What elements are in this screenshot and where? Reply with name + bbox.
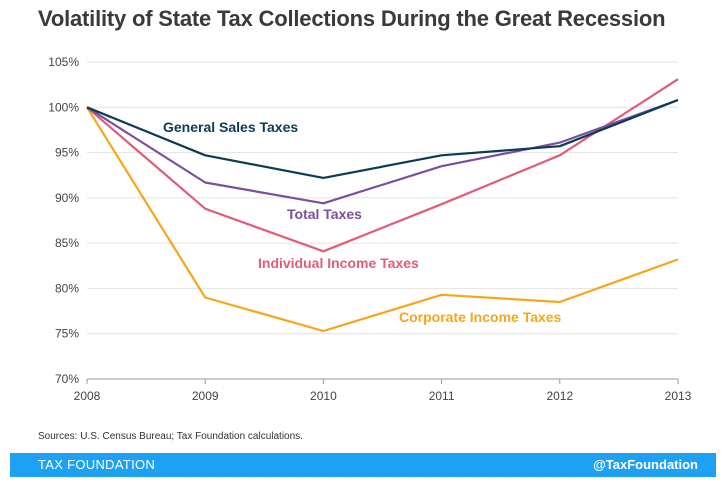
y-tick-label: 75% <box>55 327 79 341</box>
footer-bar: TAX FOUNDATION @TaxFoundation <box>10 453 716 477</box>
y-tick-label: 105% <box>48 55 79 69</box>
source-note: Sources: U.S. Census Bureau; Tax Foundat… <box>38 431 303 442</box>
series-line-corporate-income-taxes <box>86 106 679 333</box>
series-label-individual-income-taxes: Individual Income Taxes <box>258 255 419 271</box>
line-chart: 70%75%80%85%90%95%100%105% 2008 2009 2010 2… <box>48 55 692 403</box>
x-tick-label: 2011 <box>429 389 455 403</box>
x-tick-label: 2012 <box>546 389 573 403</box>
y-tick-label: 70% <box>55 372 79 386</box>
series-label-corporate-income-taxes: Corporate Income Taxes <box>399 309 562 325</box>
footer-handle: @TaxFoundation <box>593 457 698 472</box>
y-axis: 70% 75% 80% 85% 90% 95% 100% 105% <box>48 55 79 386</box>
x-tick-label: 2009 <box>192 389 219 403</box>
series-lines <box>86 78 679 333</box>
y-tick-label: 90% <box>55 191 79 205</box>
x-tick-label: 2010 <box>310 389 337 403</box>
chart-title: Volatility of State Tax Collections Duri… <box>38 6 666 31</box>
y-tick-label: 100% <box>48 100 79 114</box>
series-line-individual-income-taxes <box>86 78 679 253</box>
y-tick-label: 95% <box>55 146 79 160</box>
series-labels: General Sales Taxes Total Taxes Individual… <box>163 119 562 325</box>
x-axis: 2008 2009 2010 2011 2012 2013 <box>74 378 692 403</box>
series-line-general-sales-taxes <box>86 98 679 179</box>
y-tick-label: 85% <box>55 236 79 250</box>
footer-brand: TAX FOUNDATION <box>38 457 156 472</box>
x-tick-label: 2008 <box>74 389 101 403</box>
series-label-total-taxes: Total Taxes <box>287 206 362 222</box>
series-label-general-sales-taxes: General Sales Taxes <box>163 119 298 135</box>
gridlines <box>87 61 678 380</box>
x-tick-label: 2013 <box>665 389 692 403</box>
y-tick-label: 80% <box>55 281 79 295</box>
series-line-total-taxes <box>86 98 679 205</box>
